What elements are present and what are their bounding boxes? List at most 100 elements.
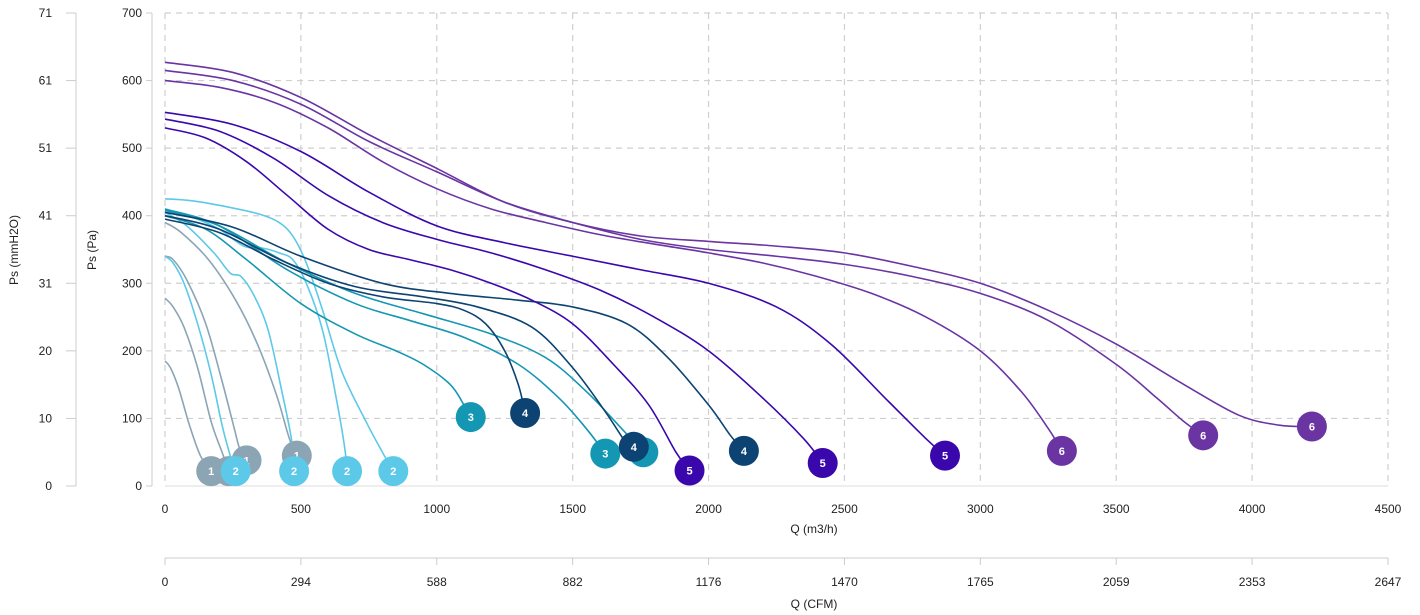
x-secondary-tick-label: 1765 [967, 575, 994, 589]
x-tick-label: 2000 [695, 502, 722, 516]
series-marker-14[interactable]: 4 [728, 435, 759, 466]
y-secondary-tick-label: 71 [39, 6, 53, 20]
x-tick-label: 4000 [1239, 502, 1266, 516]
y-secondary-tick-label: 51 [39, 141, 53, 155]
series-marker-label: 2 [233, 466, 239, 478]
series-marker-circle [220, 456, 251, 487]
series-curve-3 [164, 255, 248, 461]
series-curve-5 [164, 255, 237, 472]
series-marker-12[interactable]: 4 [510, 398, 541, 429]
series-curve-11 [164, 209, 644, 453]
y-tick-label: 500 [122, 141, 142, 155]
series-marker-circle [590, 438, 621, 469]
series-curve-9 [164, 214, 472, 418]
x-secondary-tick-label: 294 [291, 575, 311, 589]
x-tick-label: 1500 [559, 502, 586, 516]
series-curve-15 [164, 127, 691, 471]
series-marker-label: 2 [344, 466, 350, 478]
series-marker-circle [618, 431, 649, 462]
x-tick-label: 3500 [1103, 502, 1130, 516]
series-marker-label: 2 [390, 466, 396, 478]
series-curve-12 [164, 218, 526, 414]
series-marker-circle [332, 456, 363, 487]
series-marker-13[interactable]: 4 [618, 431, 649, 462]
series-marker-6[interactable]: 2 [279, 456, 310, 487]
y-tick-label: 100 [122, 411, 142, 425]
series-marker-5[interactable]: 2 [220, 456, 251, 487]
x-tick-label: 500 [291, 502, 311, 516]
series-marker-label: 4 [631, 442, 638, 454]
series-marker-9[interactable]: 3 [455, 402, 486, 433]
x-axis-secondary-title: Q (CFM) [791, 597, 838, 611]
series-marker-circle [728, 435, 759, 466]
series-marker-label: 1 [208, 466, 214, 478]
series-marker-circle [279, 456, 310, 487]
x-axis-title: Q (m3/h) [790, 522, 837, 536]
y-secondary-tick-label: 41 [39, 209, 53, 223]
axes [66, 12, 1389, 565]
series-marker-circle [378, 456, 409, 487]
y-tick-label: 0 [135, 479, 142, 493]
series-marker-circle [807, 448, 838, 479]
x-secondary-tick-label: 1470 [831, 575, 858, 589]
series-curve-20 [164, 61, 1312, 428]
series-curve-8 [164, 198, 394, 472]
y-tick-label: 400 [122, 209, 142, 223]
x-tick-label: 1000 [423, 502, 450, 516]
series-marker-label: 5 [686, 465, 692, 477]
y-secondary-tick-label: 61 [39, 74, 53, 88]
grid-lines [164, 12, 1389, 486]
series-curve-14 [164, 211, 745, 452]
series-marker-18[interactable]: 6 [1046, 435, 1077, 466]
y-tick-label: 700 [122, 6, 142, 20]
y-tick-label: 600 [122, 74, 142, 88]
series-curve-2 [164, 297, 230, 472]
series-marker-label: 6 [1200, 430, 1206, 442]
y-secondary-tick-label: 0 [45, 479, 52, 493]
series-curve-19 [164, 69, 1204, 436]
y-tick-label: 300 [122, 276, 142, 290]
x-secondary-tick-label: 882 [563, 575, 583, 589]
series-marker-7[interactable]: 2 [332, 456, 363, 487]
series-marker-label: 3 [468, 412, 474, 424]
series-marker-19[interactable]: 6 [1188, 420, 1219, 451]
series-marker-10[interactable]: 3 [590, 438, 621, 469]
y-axis-title: Ps (Pa) [85, 230, 99, 270]
series-marker-label: 5 [820, 458, 826, 470]
x-tick-label: 0 [162, 502, 169, 516]
x-secondary-tick-label: 2647 [1375, 575, 1402, 589]
series-marker-16[interactable]: 5 [807, 448, 838, 479]
series-marker-label: 6 [1059, 446, 1065, 458]
x-secondary-tick-label: 2353 [1239, 575, 1266, 589]
series-marker-circle [1188, 420, 1219, 451]
series-curve-17 [164, 111, 946, 457]
y-secondary-tick-label: 31 [39, 276, 53, 290]
series-curve-6 [164, 211, 295, 472]
series-curve-18 [164, 79, 1063, 452]
series-marker-17[interactable]: 5 [930, 440, 961, 471]
series-marker-circle [1046, 435, 1077, 466]
series-curve-13 [164, 214, 635, 449]
series-marker-circle [1296, 411, 1327, 442]
series-marker-label: 4 [522, 408, 529, 420]
series-marker-label: 4 [741, 446, 748, 458]
x-secondary-tick-label: 2059 [1103, 575, 1130, 589]
series-marker-label: 2 [291, 466, 297, 478]
y-axis-secondary-title: Ps (mmH2O) [7, 215, 21, 285]
series-marker-15[interactable]: 5 [674, 455, 705, 486]
series-marker-20[interactable]: 6 [1296, 411, 1327, 442]
series-curves [164, 61, 1312, 472]
series-marker-label: 5 [942, 451, 948, 463]
x-secondary-tick-label: 1176 [696, 575, 722, 589]
x-tick-label: 2500 [831, 502, 858, 516]
series-marker-circle [930, 440, 961, 471]
x-tick-label: 4500 [1375, 502, 1402, 516]
series-marker-8[interactable]: 2 [378, 456, 409, 487]
x-tick-label: 3000 [967, 502, 994, 516]
series-marker-label: 6 [1309, 422, 1315, 434]
x-secondary-tick-label: 0 [162, 575, 169, 589]
y-tick-label: 200 [122, 344, 142, 358]
series-curve-1 [164, 360, 212, 472]
series-curve-16 [164, 118, 824, 464]
